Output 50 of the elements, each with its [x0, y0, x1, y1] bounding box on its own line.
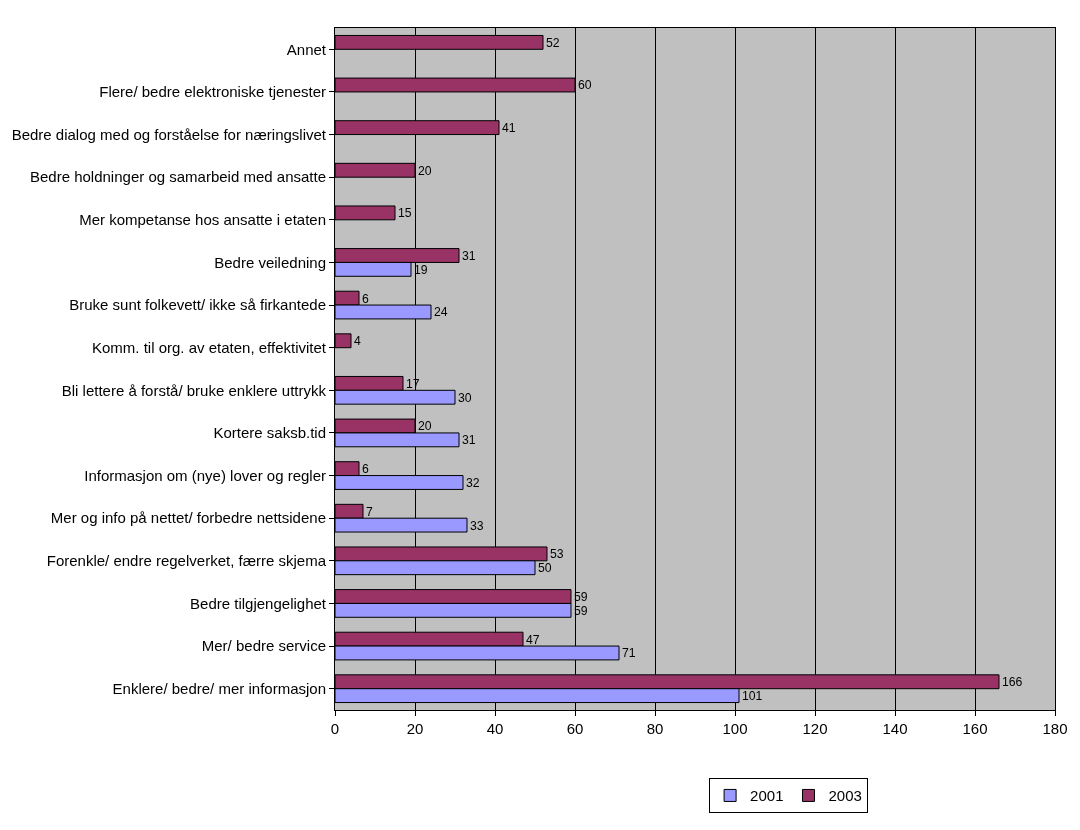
- x-tick-label: 20: [406, 720, 424, 737]
- y-tick-label: Annet: [286, 40, 327, 58]
- y-tick-label: Bedre veiledning: [214, 253, 326, 271]
- y-tick-label: Bedre tilgjengelighet: [190, 594, 327, 612]
- y-tick-label: Bedre holdninger og samarbeid med ansatte: [29, 168, 326, 186]
- data-label: 15: [398, 206, 412, 221]
- data-label: 24: [434, 305, 448, 320]
- data-label: 60: [578, 78, 592, 93]
- data-label: 52: [546, 35, 560, 50]
- data-label: 6: [362, 462, 369, 477]
- y-tick-label: Mer og info på nettet/ forbedre nettsidene: [50, 509, 326, 527]
- legend-label: 2003: [828, 787, 862, 805]
- y-tick-label: Flere/ bedre elektroniske tjenester: [99, 83, 326, 101]
- data-label: 33: [470, 518, 484, 533]
- y-tick-label: Bedre dialog med og forståelse for næringslivet: [11, 125, 327, 143]
- y-tick-label: Forenkle/ endre regelverket, færre skjema: [46, 552, 327, 570]
- x-tick-label: 140: [882, 720, 908, 737]
- x-tick-label: 60: [566, 720, 584, 737]
- x-tick-label: 0: [330, 720, 340, 737]
- y-tick-label: Komm. til org. av etaten, effektivitet: [92, 338, 327, 356]
- x-tick-label: 100: [722, 720, 748, 737]
- data-label: 101: [742, 689, 763, 704]
- x-tick-label: 120: [802, 720, 828, 737]
- x-tick-label: 40: [486, 720, 504, 737]
- data-label: 7: [366, 504, 373, 519]
- y-tick-label: Mer/ bedre service: [201, 637, 326, 655]
- data-label: 47: [526, 632, 540, 647]
- data-label: 6: [362, 291, 369, 306]
- y-tick-label: Bruke sunt folkevett/ ikke så firkantede: [69, 296, 326, 314]
- data-label: 32: [466, 475, 480, 490]
- y-tick-label: Enklere/ bedre/ mer informasjon: [112, 679, 326, 697]
- y-tick-label: Bli lettere å forstå/ bruke enklere uttrykk: [61, 381, 327, 399]
- legend-label: 2001: [750, 787, 784, 805]
- data-label: 50: [538, 561, 552, 576]
- data-label: 71: [622, 646, 636, 661]
- data-label: 31: [462, 433, 476, 448]
- y-tick-label: Kortere saksb.tid: [213, 424, 326, 442]
- data-label: 41: [502, 121, 516, 136]
- y-tick-label: Mer kompetanse hos ansatte i etaten: [79, 211, 326, 229]
- data-label: 20: [418, 163, 432, 178]
- data-label: 20: [418, 419, 432, 434]
- data-label: 53: [550, 547, 564, 562]
- data-label: 30: [458, 390, 472, 405]
- x-tick-label: 180: [1042, 720, 1068, 737]
- x-tick-label: 160: [962, 720, 988, 737]
- data-label: 31: [462, 248, 476, 263]
- y-tick-label: Informasjon om (nye) lover og regler: [84, 466, 326, 484]
- data-label: 166: [1002, 675, 1023, 690]
- x-tick-label: 80: [646, 720, 664, 737]
- data-label: 4: [354, 334, 361, 349]
